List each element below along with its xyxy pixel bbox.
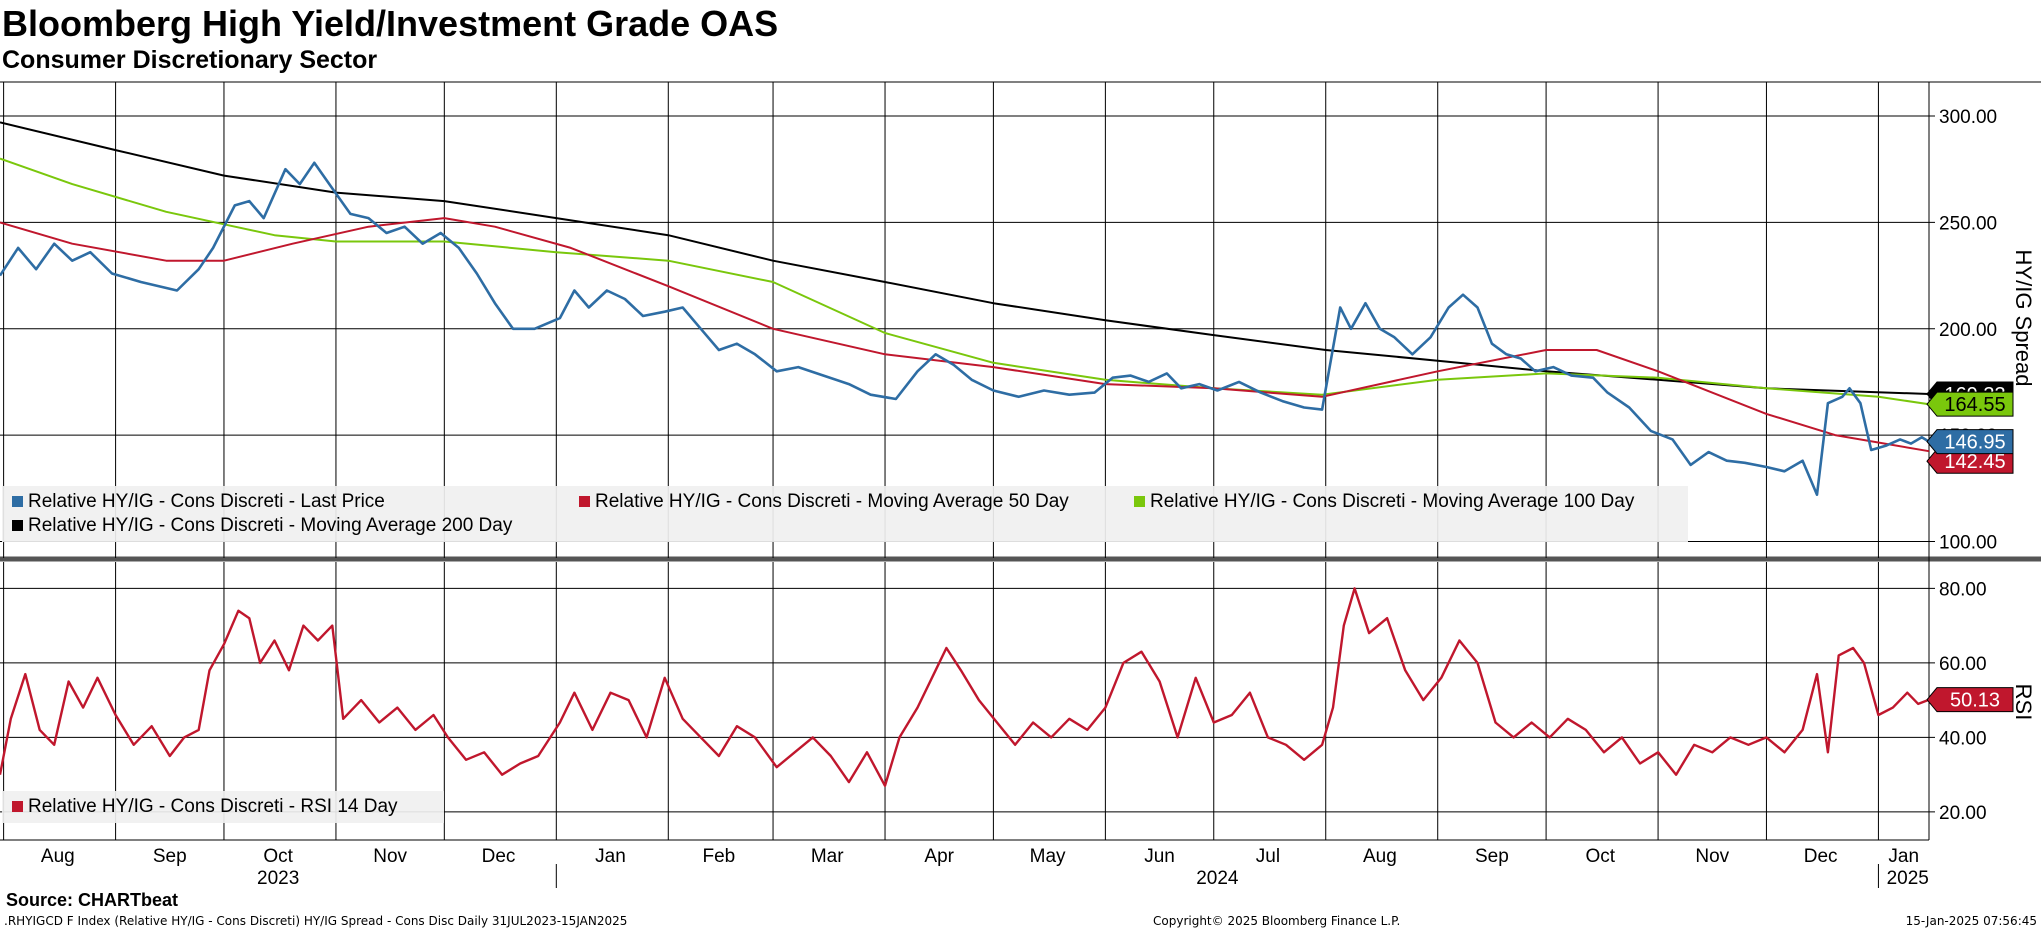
x-tick-label-month: Oct xyxy=(263,846,293,867)
legend-entry-label: Relative HY/IG - Cons Discreti - RSI 14 … xyxy=(28,796,398,817)
legend-top-background xyxy=(2,486,1688,542)
x-tick-label-month: Apr xyxy=(924,846,954,867)
footer-timestamp: 15-Jan-2025 07:56:45 xyxy=(1905,914,2037,928)
value-tag-ma100-shape xyxy=(1926,391,2014,417)
legend-entry-label: Relative HY/IG - Cons Discreti - Moving … xyxy=(28,515,513,536)
y-axis-title-bottom: RSI xyxy=(2011,684,2036,721)
value-tag-ma100: 164.55 xyxy=(1926,391,2014,417)
x-tick-label-month: Sep xyxy=(153,846,187,867)
value-tag-rsi-shape xyxy=(1926,687,2014,713)
legend-entry-label: Relative HY/IG - Cons Discreti - Moving … xyxy=(1150,491,1635,512)
x-tick-label-month: Mar xyxy=(811,846,844,867)
y-tick-label: 20.00 xyxy=(1939,803,1987,824)
legend-bottom: Relative HY/IG - Cons Discreti - RSI 14 … xyxy=(2,791,444,823)
value-tag-last-price-text: 146.95 xyxy=(1944,432,2005,454)
y-axis-title-top: HY/IG Spread xyxy=(2011,250,2036,387)
series-line-rsi xyxy=(0,587,1930,787)
legend-swatch xyxy=(12,520,23,531)
x-tick-label-month: May xyxy=(1030,846,1066,867)
x-tick-label-month: Dec xyxy=(1804,846,1838,867)
value-tag-rsi-text: 50.13 xyxy=(1950,690,2000,712)
footer-copyright: Copyright© 2025 Bloomberg Finance L.P. xyxy=(1153,914,1401,928)
x-tick-label-month: Jun xyxy=(1144,846,1175,867)
legend-bottom-background xyxy=(2,791,444,823)
legend-swatch xyxy=(12,801,23,812)
y-tick-label: 60.00 xyxy=(1939,654,1987,675)
y-tick-label: 100.00 xyxy=(1939,532,1997,553)
y-tick-label: 200.00 xyxy=(1939,320,1997,341)
series-line-ma50 xyxy=(0,217,1930,453)
grid-lines xyxy=(3,82,1879,840)
value-tag-ma50-text: 142.45 xyxy=(1944,451,2005,473)
x-tick-label-month: Feb xyxy=(702,846,735,867)
legend-entry-label: Relative HY/IG - Cons Discreti - Moving … xyxy=(595,491,1069,512)
series-line-ma100 xyxy=(0,157,1930,406)
x-tick-label-year: 2025 xyxy=(1887,868,1929,889)
x-tick-label-month: Dec xyxy=(482,846,516,867)
value-tag-last-price: 146.95 xyxy=(1926,429,2014,455)
legend-entry-label: Relative HY/IG - Cons Discreti - Last Pr… xyxy=(28,491,385,512)
chart-title: Bloomberg High Yield/Investment Grade OA… xyxy=(2,3,779,44)
source-label: Source: CHARTbeat xyxy=(6,890,179,910)
y-tick-label: 40.00 xyxy=(1939,728,1987,749)
legend-swatch xyxy=(1134,496,1145,507)
x-tick-label-month: Oct xyxy=(1585,846,1615,867)
value-tag-ma50: 142.45 xyxy=(1926,448,2014,474)
value-tag-ma100-text: 164.55 xyxy=(1944,394,2005,416)
value-tag-rsi: 50.13 xyxy=(1926,687,2014,713)
y-tick-label: 80.00 xyxy=(1939,579,1987,600)
x-tick-label-year: 2023 xyxy=(257,868,299,889)
x-tick-label-month: Jan xyxy=(595,846,626,867)
series-line-ma200 xyxy=(0,121,1930,395)
legend-swatch xyxy=(12,496,23,507)
x-tick-label-month: Nov xyxy=(1695,846,1729,867)
x-tick-label-month: Aug xyxy=(41,846,75,867)
x-tick-label-month: Nov xyxy=(373,846,407,867)
y-tick-label: 300.00 xyxy=(1939,107,1997,128)
x-tick-label-year: 2024 xyxy=(1196,868,1239,889)
chart-subtitle: Consumer Discretionary Sector xyxy=(2,46,378,74)
value-tag-last-price-shape xyxy=(1926,429,2014,455)
x-tick-label-month: Sep xyxy=(1475,846,1509,867)
x-tick-label-month: Jan xyxy=(1888,846,1919,867)
y-tick-label: 250.00 xyxy=(1939,213,1997,234)
x-tick-label-month: Aug xyxy=(1363,846,1397,867)
footer-ticker-info: .RHYIGCD F Index (Relative HY/IG - Cons … xyxy=(4,914,628,928)
series-line-last-price xyxy=(0,161,1930,496)
legend-top: Relative HY/IG - Cons Discreti - Last Pr… xyxy=(2,486,1688,542)
legend-swatch xyxy=(579,496,590,507)
x-tick-label-month: Jul xyxy=(1256,846,1280,867)
